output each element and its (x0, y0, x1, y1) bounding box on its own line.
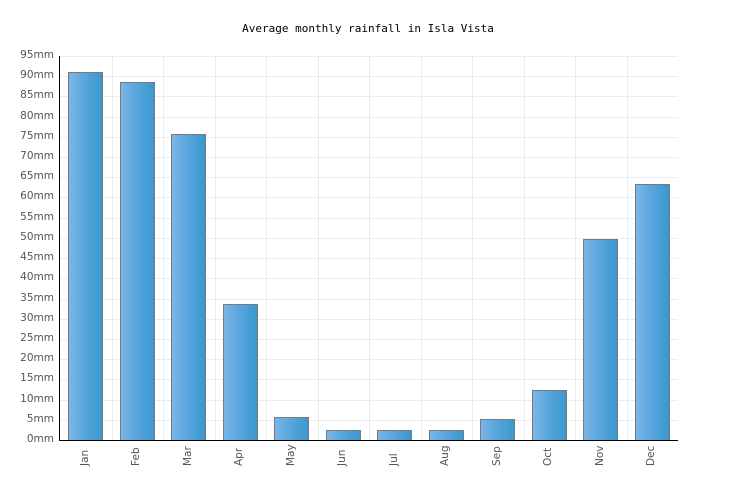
x-tick-label: Sep (490, 446, 503, 466)
x-tick-label: Jun (336, 449, 349, 466)
x-tick-label: Oct (542, 447, 555, 466)
gridline-vertical (163, 56, 164, 440)
bar-sep (480, 418, 516, 440)
x-tick-label: Jul (387, 453, 400, 466)
bar-jun (325, 429, 361, 440)
y-tick-label: 55mm (20, 210, 54, 223)
x-tick-label: Nov (593, 445, 606, 467)
x-tick-label: May (284, 444, 297, 466)
bar-feb (119, 81, 155, 440)
y-tick-label: 45mm (20, 251, 54, 264)
gridline-vertical (420, 56, 422, 440)
plot-area (60, 56, 678, 441)
bar-apr (222, 303, 258, 440)
y-tick-label: 25mm (20, 331, 54, 344)
y-tick-label: 80mm (20, 109, 54, 122)
x-tick-label: Aug (439, 445, 452, 466)
x-tick-label: Jan (78, 449, 91, 466)
gridline-vertical (472, 56, 473, 440)
y-tick-label: 20mm (20, 352, 54, 365)
bar-dec (634, 183, 670, 440)
x-tick-label: Feb (130, 447, 143, 466)
y-tick-label: 0mm (26, 433, 54, 445)
bar-nov (583, 239, 619, 440)
y-tick-label: 90mm (20, 69, 54, 82)
bar-aug (428, 429, 464, 440)
bar-jul (377, 429, 413, 440)
bar-may (274, 416, 310, 440)
y-tick-label: 95mm (20, 49, 54, 61)
y-tick-label: 70mm (20, 150, 54, 163)
y-tick-label: 30mm (20, 311, 54, 324)
x-tick-label: Apr (233, 447, 246, 466)
gridline-vertical (626, 56, 628, 440)
gridline-vertical (523, 56, 525, 440)
bar-mar (171, 134, 207, 440)
y-tick-label: 75mm (20, 129, 54, 142)
gridline-vertical (266, 56, 267, 440)
gridline-vertical (369, 56, 370, 440)
y-tick-label: 60mm (20, 190, 54, 203)
y-tick-label: 10mm (20, 392, 54, 405)
y-tick-label: 40mm (20, 271, 54, 284)
x-tick-label: Dec (645, 445, 658, 466)
bar-jan (68, 72, 104, 440)
gridline-vertical (575, 56, 576, 440)
y-axis-line (59, 56, 60, 441)
gridline-vertical (111, 56, 113, 440)
y-tick-label: 15mm (20, 372, 54, 385)
bar-oct (531, 389, 567, 440)
y-tick-label: 5mm (26, 412, 54, 425)
gridline-vertical (214, 56, 216, 440)
gridline-vertical (317, 56, 319, 440)
chart-title: Average monthly rainfall in Isla Vista (242, 22, 494, 35)
y-tick-label: 50mm (20, 230, 54, 243)
y-tick-label: 35mm (20, 291, 54, 304)
y-tick-label: 85mm (20, 89, 54, 102)
y-tick-label: 65mm (20, 170, 54, 183)
x-axis-line (59, 440, 678, 441)
x-tick-label: Mar (181, 446, 194, 466)
